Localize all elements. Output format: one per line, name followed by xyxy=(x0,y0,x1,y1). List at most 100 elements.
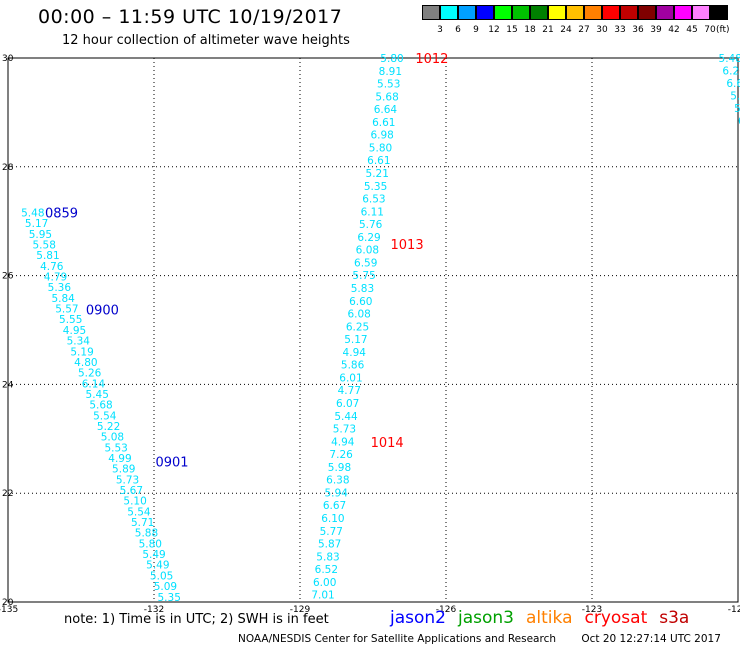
scale-label: 15 xyxy=(506,25,518,35)
wave-height-point: 7.26 xyxy=(329,449,353,461)
wave-height-point: 7.01 xyxy=(311,590,334,602)
wave-height-point: 5.54 xyxy=(127,506,151,518)
scale-swatch xyxy=(620,5,638,20)
x-tick-label: -126 xyxy=(436,605,457,615)
x-tick-label: -135 xyxy=(0,605,18,615)
wave-height-point: 5.77 xyxy=(320,526,343,538)
wave-height-point: 6.69 xyxy=(726,78,740,90)
pass-time-label: 1012 xyxy=(415,52,448,67)
legend-item-jason3: jason3 xyxy=(458,608,514,628)
legend-item-jason2: jason2 xyxy=(390,608,446,628)
scale-label: 70 xyxy=(704,25,716,35)
scale-label: 21 xyxy=(542,25,554,35)
x-tick-label: -132 xyxy=(144,605,164,615)
scale-label: 18 xyxy=(524,25,536,35)
wave-height-point: 5.98 xyxy=(328,462,351,474)
wave-height-point: 6.26 xyxy=(722,66,740,78)
wave-height-point: 6.25 xyxy=(346,321,369,333)
credit-organization: NOAA/NESDIS Center for Satellite Applica… xyxy=(238,633,556,645)
pass-time-label: 0900 xyxy=(86,303,119,318)
chart-subtitle: 12 hour collection of altimeter wave hei… xyxy=(62,33,350,48)
wave-height-point: 6.08 xyxy=(356,245,379,257)
scale-swatch xyxy=(656,5,674,20)
wave-height-point: 5.58 xyxy=(33,240,56,252)
wave-height-point: 5.48 xyxy=(21,207,44,219)
credit-line: NOAA/NESDIS Center for Satellite Applica… xyxy=(238,633,740,645)
wave-height-point: 5.17 xyxy=(25,218,48,230)
wave-height-point: 5.49 xyxy=(146,560,169,572)
scale-swatch xyxy=(476,5,494,20)
scale-label: 6 xyxy=(455,25,461,35)
wave-height-point: 6.38 xyxy=(326,475,349,487)
wave-height-point: 5.75 xyxy=(352,270,375,282)
wave-height-point: 5.19 xyxy=(70,346,93,358)
wave-height-point: 5.35 xyxy=(158,592,181,604)
scale-swatch xyxy=(584,5,602,20)
scale-label: 45 xyxy=(686,25,698,35)
wave-height-point: 5.34 xyxy=(67,336,91,348)
wave-height-point: 5.09 xyxy=(154,581,177,593)
scale-label: 3 xyxy=(437,25,443,35)
wave-height-point: 5.53 xyxy=(104,442,127,454)
wave-height-point: 5.49 xyxy=(142,549,165,561)
wave-height-point: 5.80 xyxy=(139,538,162,550)
wave-height-point: 6.29 xyxy=(357,232,380,244)
wave-height-point: 5.87 xyxy=(318,539,341,551)
scale-swatch xyxy=(710,5,728,20)
wave-height-point: 4.94 xyxy=(331,436,355,448)
legend-item-cryosat: cryosat xyxy=(584,608,648,628)
wave-height-point: 5.57 xyxy=(55,304,78,316)
wave-height-point: 6.14 xyxy=(82,378,106,390)
scale-label: 36 xyxy=(632,25,644,35)
pass-time-label: 0859 xyxy=(45,206,78,221)
wave-height-point: 5.67 xyxy=(120,485,143,497)
scale-label: 27 xyxy=(578,25,590,35)
legend-item-s3a: s3a xyxy=(659,608,690,628)
wave-height-point: 5.9 xyxy=(734,103,740,115)
x-tick-label: -123 xyxy=(582,605,602,615)
scale-unit: (ft) xyxy=(716,25,730,35)
wave-height-point: 5.73 xyxy=(333,424,356,436)
scale-swatch xyxy=(458,5,476,20)
x-tick-label: -129 xyxy=(290,605,311,615)
scale-swatch xyxy=(638,5,656,20)
wave-height-tracks: 5.808.915.535.686.646.616.985.806.615.21… xyxy=(21,53,740,604)
wave-height-point: 6.64 xyxy=(374,104,398,116)
wave-height-point: 4.79 xyxy=(44,272,67,284)
wave-height-point: 6 xyxy=(738,116,740,128)
wave-height-point: 4.95 xyxy=(63,325,86,337)
chart-title: 00:00 – 11:59 UTC 10/19/2017 xyxy=(38,6,343,28)
wave-height-point: 5.68 xyxy=(89,400,112,412)
legend-item-altika: altika xyxy=(526,608,573,628)
wave-height-point: 5.95 xyxy=(29,229,52,241)
wave-height-point: 6.53 xyxy=(362,194,385,206)
wave-height-point: 5.3 xyxy=(730,91,740,103)
wave-height-point: 5.35 xyxy=(364,181,387,193)
wave-height-point: 6.07 xyxy=(336,398,359,410)
scale-swatch xyxy=(602,5,620,20)
scale-swatch xyxy=(512,5,530,20)
scale-swatch xyxy=(422,5,440,20)
scale-swatch xyxy=(566,5,584,20)
wave-height-point: 5.80 xyxy=(380,53,403,65)
satellite-legend: jason2 jason3 altika cryosat s3a xyxy=(390,608,701,628)
scale-label: 12 xyxy=(488,25,500,35)
wave-height-point: 5.83 xyxy=(316,551,339,563)
wave-height-point: 5.53 xyxy=(377,79,400,91)
wave-height-point: 4.77 xyxy=(338,385,361,397)
pass-time-label: 1014 xyxy=(371,436,404,451)
wave-height-point: 6.52 xyxy=(315,564,338,576)
wave-height-point: 5.83 xyxy=(351,283,374,295)
y-tick-label: 28 xyxy=(2,163,14,173)
wave-height-point: 4.94 xyxy=(343,347,367,359)
scale-label: 24 xyxy=(560,25,572,35)
wave-height-point: 5.86 xyxy=(341,360,365,372)
wave-height-point: 5.21 xyxy=(366,168,389,180)
wave-height-point: 5.08 xyxy=(101,432,124,444)
wave-height-point: 6.59 xyxy=(354,257,377,269)
pass-time-label: 1013 xyxy=(391,238,424,253)
wave-height-point: 5.45 xyxy=(86,389,109,401)
y-tick-label: 20 xyxy=(2,598,14,608)
wave-height-point: 6.00 xyxy=(313,577,336,589)
